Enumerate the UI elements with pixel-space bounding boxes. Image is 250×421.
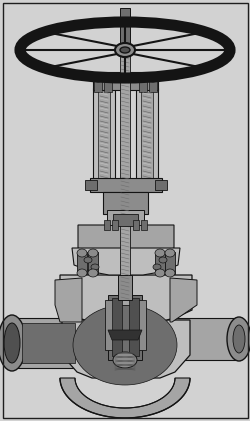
Bar (154, 252, 164, 274)
Polygon shape (60, 378, 189, 418)
Bar (90, 178, 161, 192)
Polygon shape (22, 323, 75, 363)
Bar (154, 180, 166, 190)
Ellipse shape (91, 264, 98, 270)
Polygon shape (10, 318, 75, 368)
Bar (104, 78, 112, 92)
Ellipse shape (73, 305, 176, 385)
Ellipse shape (152, 264, 160, 270)
Bar (94, 78, 102, 92)
Bar (112, 298, 122, 356)
Ellipse shape (158, 257, 166, 263)
Bar (106, 210, 144, 225)
Bar (88, 252, 98, 274)
Ellipse shape (4, 323, 20, 363)
Bar (138, 300, 145, 350)
Bar (132, 220, 138, 230)
Bar (120, 8, 130, 53)
Polygon shape (174, 318, 239, 360)
Bar (120, 55, 130, 305)
Bar (93, 88, 114, 183)
Bar (128, 298, 138, 356)
Ellipse shape (102, 74, 113, 82)
Bar (112, 214, 138, 226)
Bar (93, 72, 157, 90)
Bar (102, 192, 148, 214)
Ellipse shape (88, 249, 98, 257)
Ellipse shape (112, 352, 136, 368)
Polygon shape (60, 275, 191, 322)
Ellipse shape (77, 269, 87, 277)
Bar (104, 220, 110, 230)
Ellipse shape (164, 249, 174, 257)
Ellipse shape (148, 74, 157, 82)
Ellipse shape (120, 47, 130, 53)
Bar (104, 300, 112, 350)
Bar (140, 220, 146, 230)
Ellipse shape (232, 325, 244, 353)
Bar (85, 180, 96, 190)
Bar (108, 295, 142, 360)
Bar (77, 252, 87, 274)
Polygon shape (78, 225, 173, 255)
Bar (112, 220, 117, 230)
Ellipse shape (164, 269, 174, 277)
Polygon shape (72, 248, 179, 275)
Bar (136, 88, 157, 183)
Ellipse shape (154, 249, 164, 257)
Polygon shape (62, 320, 189, 378)
Ellipse shape (114, 43, 134, 57)
Bar (138, 78, 146, 92)
Polygon shape (108, 330, 142, 340)
Bar (140, 90, 152, 180)
Ellipse shape (88, 269, 98, 277)
Ellipse shape (138, 74, 147, 82)
Polygon shape (55, 278, 82, 322)
Ellipse shape (84, 257, 92, 263)
Ellipse shape (0, 315, 26, 371)
Ellipse shape (93, 74, 102, 82)
Bar (118, 275, 132, 300)
Bar (98, 90, 110, 180)
Polygon shape (169, 278, 196, 322)
Bar (164, 252, 174, 274)
Ellipse shape (77, 249, 87, 257)
Bar (148, 78, 156, 92)
Ellipse shape (154, 269, 164, 277)
Ellipse shape (226, 317, 250, 361)
